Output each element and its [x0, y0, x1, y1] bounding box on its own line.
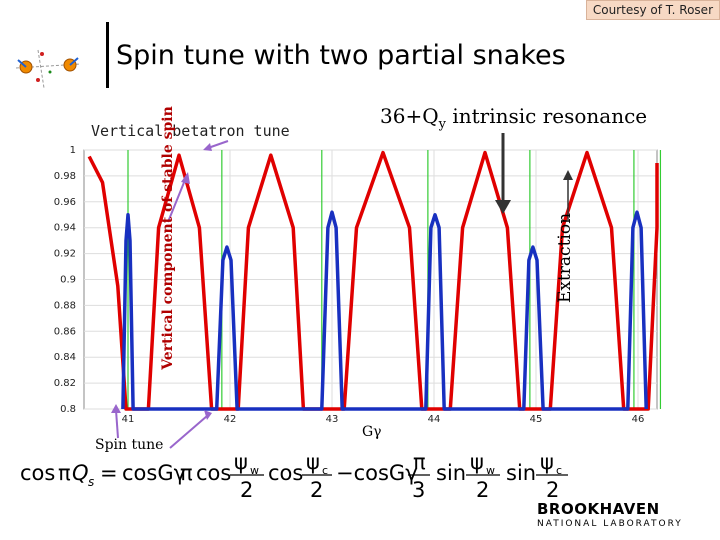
arrow-spin-tune-right: [169, 415, 208, 449]
arrow-spin-tune-right-head: [204, 410, 212, 420]
x-tick-label: 44: [428, 414, 441, 425]
arrow-betatron: [207, 140, 229, 149]
svg-text:2: 2: [546, 478, 559, 500]
y-tick-label: 0.92: [54, 249, 76, 260]
arrow-resonance-head: [495, 200, 511, 214]
y-tick-label: 0.86: [54, 326, 76, 337]
svg-text:Q: Q: [72, 461, 89, 485]
y-tick-label: 1: [70, 145, 76, 156]
page-title: Spin tune with two partial snakes: [116, 40, 566, 71]
arrow-ylabel-head: [181, 172, 190, 184]
y-tick-label: 0.94: [54, 223, 76, 234]
y-tick-label: 0.84: [54, 352, 76, 363]
svg-text:−cosGγ: −cosGγ: [336, 461, 418, 485]
svg-text:ψ: ψ: [540, 450, 554, 474]
svg-text:sin: sin: [506, 461, 536, 485]
svg-text:ψ: ψ: [306, 450, 320, 474]
annotation-vertical-betatron-tune: Vertical betatron tune: [91, 122, 290, 140]
arrow-extraction-head: [563, 170, 573, 180]
svg-text:3: 3: [412, 478, 425, 500]
svg-text:w: w: [486, 464, 495, 477]
annotation-intrinsic-resonance: 36+Qy intrinsic resonance: [380, 104, 648, 132]
brookhaven-logo: BROOKHAVEN NATIONAL LABORATORY: [537, 500, 683, 529]
svg-text:s: s: [88, 475, 94, 489]
y-tick-label: 0.8: [60, 404, 76, 415]
title-divider: [106, 22, 109, 88]
arrow-spin-tune-up-head: [111, 404, 121, 413]
spin-logo-icon: [15, 49, 81, 89]
svg-text:cos: cos: [20, 461, 55, 485]
svg-text:π: π: [58, 461, 71, 485]
svg-text:π: π: [413, 450, 426, 474]
svg-text:=: =: [100, 461, 118, 485]
x-tick-label: 46: [632, 414, 645, 425]
svg-text:cos: cos: [268, 461, 303, 485]
x-tick-label: 43: [326, 414, 339, 425]
svg-text:ψ: ψ: [470, 450, 484, 474]
x-tick-label: 42: [224, 414, 237, 425]
x-axis-label: Gγ: [362, 424, 382, 440]
y-tick-label: 0.82: [54, 378, 76, 389]
svg-text:2: 2: [476, 478, 489, 500]
svg-text:2: 2: [310, 478, 323, 500]
arrow-spin-tune-up: [115, 409, 119, 439]
y-tick-label: 0.88: [54, 300, 76, 311]
svg-text:2: 2: [240, 478, 253, 500]
svg-text:sin: sin: [436, 461, 466, 485]
x-tick-labels: 41 42 43 44 45 46: [122, 414, 645, 425]
y-tick-labels: 1 0.98 0.96 0.94 0.92 0.9 0.88 0.86 0.84 0.82 0.8: [54, 145, 76, 415]
svg-text:π: π: [180, 461, 193, 485]
logo-line-2: NATIONAL LABORATORY: [537, 519, 683, 529]
y-tick-label: 0.96: [54, 197, 76, 208]
courtesy-badge: Courtesy of T. Roser: [585, 0, 720, 20]
y-tick-label: 0.98: [54, 171, 76, 182]
annotation-arrows: [111, 133, 573, 449]
svg-text:cos: cos: [196, 461, 231, 485]
y-tick-label: 0.9: [60, 275, 76, 286]
series-red-curve: [87, 150, 659, 411]
svg-text:ψ: ψ: [234, 450, 248, 474]
svg-text:c: c: [556, 464, 562, 477]
logo-line-1: BROOKHAVEN: [537, 500, 660, 518]
x-tick-label: 41: [122, 414, 135, 425]
arrow-betatron-head: [203, 143, 212, 151]
arrow-ylabel: [167, 179, 186, 223]
svg-text:w: w: [250, 464, 259, 477]
annotation-spin-tune: Spin tune: [95, 437, 164, 453]
svg-text:cosGγ: cosGγ: [122, 461, 186, 485]
x-tick-label: 45: [530, 414, 543, 425]
series-blue-curve: [121, 210, 648, 411]
y-axis-label: Vertical component of stable spin: [160, 106, 176, 370]
annotation-extraction: Extraction: [555, 212, 575, 304]
svg-text:c: c: [322, 464, 328, 477]
